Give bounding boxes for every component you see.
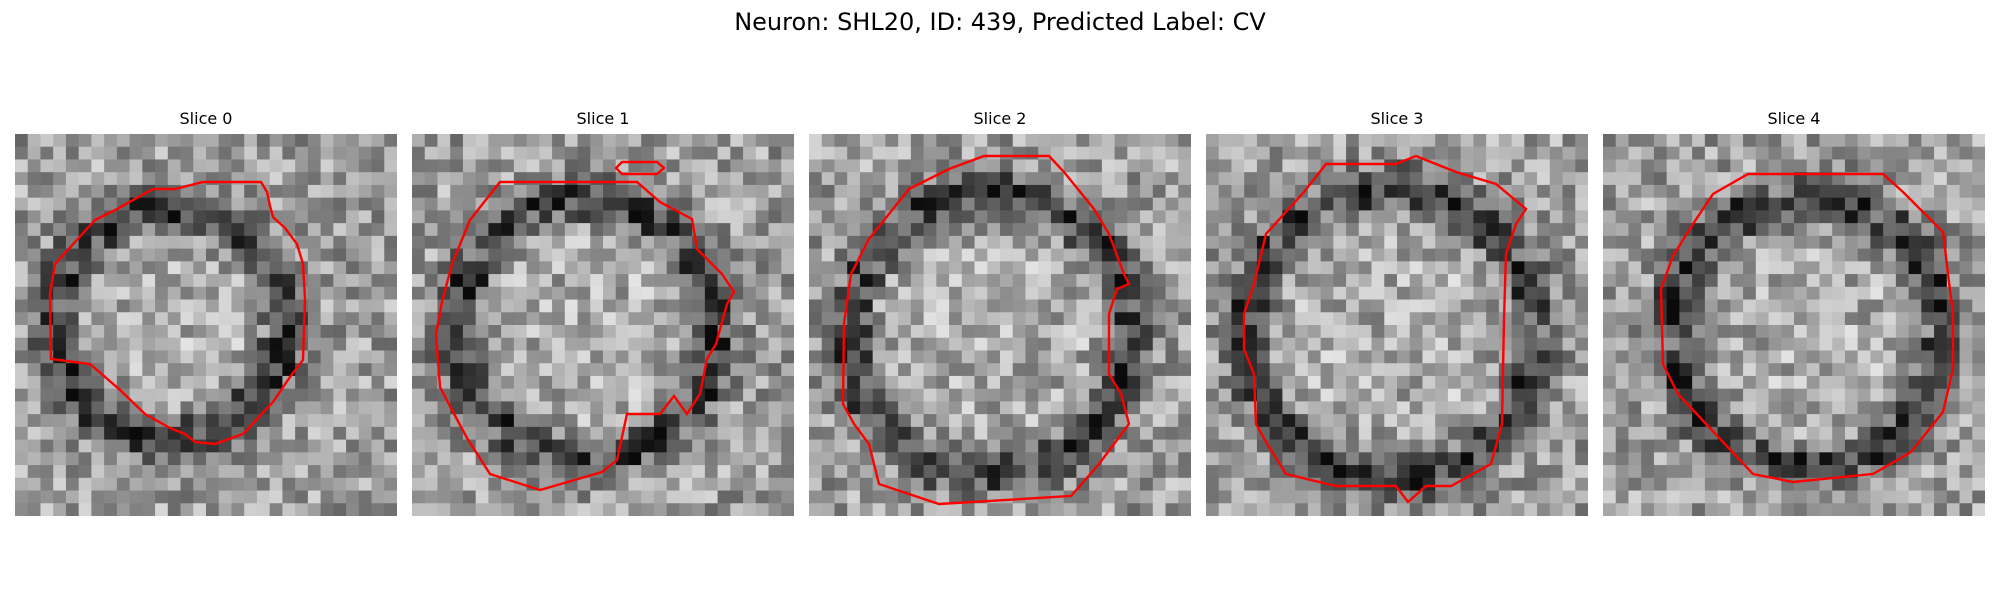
segmentation-contour [1242, 154, 1528, 504]
grayscale-tiles [1603, 134, 1985, 516]
slice-title: Slice 4 [1767, 109, 1821, 128]
slice-panel-2: Slice 2 [809, 106, 1191, 516]
slice-panel-3: Slice 3 [1206, 106, 1588, 516]
segmentation-contour [48, 180, 307, 446]
segmentation-contour [841, 154, 1131, 506]
slice-title: Slice 0 [179, 109, 233, 128]
grayscale-tiles [1206, 134, 1588, 516]
slice-image-svg [1206, 134, 1588, 516]
slice-image-svg [412, 134, 794, 516]
slice-image [15, 134, 397, 516]
slice-title: Slice 1 [576, 109, 630, 128]
slice-panel-1: Slice 1 [412, 106, 794, 516]
slice-title: Slice 3 [1370, 109, 1424, 128]
segmentation-contour [1659, 172, 1955, 484]
grayscale-tiles [412, 134, 794, 516]
slice-image [1603, 134, 1985, 516]
slice-panel-0: Slice 0 [15, 106, 397, 516]
slice-image [412, 134, 794, 516]
grayscale-tiles [809, 134, 1191, 516]
secondary-contour [614, 160, 666, 176]
slice-image-svg [15, 134, 397, 516]
grayscale-tiles [15, 134, 397, 516]
slice-panel-4: Slice 4 [1603, 106, 1985, 516]
slice-image-svg [809, 134, 1191, 516]
slice-image [809, 134, 1191, 516]
segmentation-contour [434, 180, 736, 492]
slice-image-svg [1603, 134, 1985, 516]
slice-image [1206, 134, 1588, 516]
figure-title: Neuron: SHL20, ID: 439, Predicted Label:… [734, 8, 1266, 36]
slice-title: Slice 2 [973, 109, 1027, 128]
